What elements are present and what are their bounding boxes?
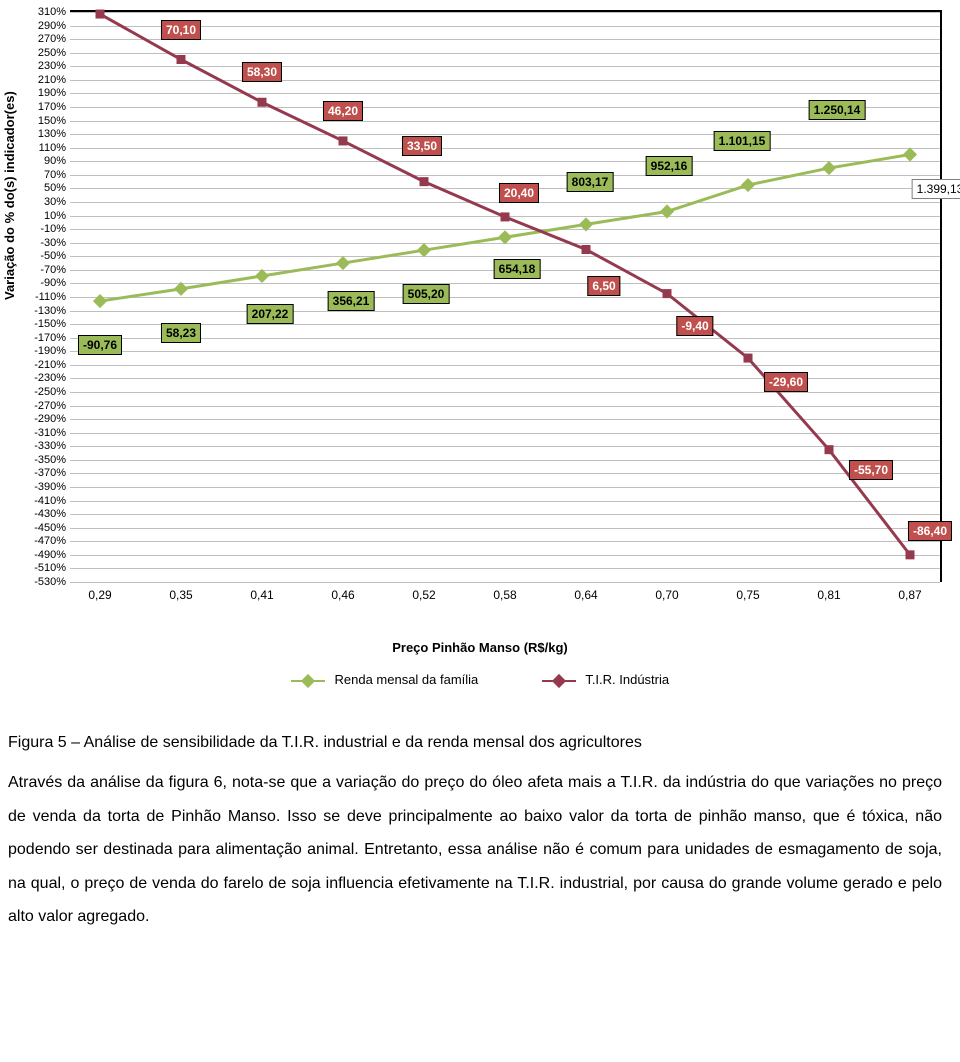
legend-marker-red <box>542 680 576 682</box>
y-tick: -390% <box>34 481 66 493</box>
data-label: 356,21 <box>328 291 375 311</box>
y-tick: -130% <box>34 305 66 317</box>
data-label: 1.399,13 <box>912 179 960 199</box>
legend-label: Renda mensal da família <box>334 672 478 687</box>
chart-legend: Renda mensal da família T.I.R. Indústria <box>0 672 960 687</box>
x-tick: 0,87 <box>898 588 921 602</box>
x-tick: 0,46 <box>331 588 354 602</box>
y-tick: 250% <box>38 47 66 59</box>
y-tick: -490% <box>34 549 66 561</box>
y-tick: -450% <box>34 522 66 534</box>
data-label: -29,60 <box>764 372 808 392</box>
x-tick: 0,41 <box>250 588 273 602</box>
body-paragraph: Através da análise da figura 6, nota-se … <box>8 766 942 934</box>
data-label: 20,40 <box>499 183 539 203</box>
data-label: 1.250,14 <box>809 100 866 120</box>
x-axis-title: Preço Pinhão Manso (R$/kg) <box>0 640 960 655</box>
sensitivity-chart: Variação do % do(s) indicador(es) 310%29… <box>0 0 960 720</box>
y-tick: 310% <box>38 6 66 18</box>
y-tick: 230% <box>38 60 66 72</box>
x-tick: 0,64 <box>574 588 597 602</box>
data-label: 33,50 <box>402 136 442 156</box>
x-tick: 0,58 <box>493 588 516 602</box>
y-tick: 290% <box>38 20 66 32</box>
y-tick: -370% <box>34 467 66 479</box>
data-label: 654,18 <box>494 259 541 279</box>
y-tick: -70% <box>40 264 66 276</box>
y-tick: -210% <box>34 359 66 371</box>
legend-marker-green <box>291 680 325 682</box>
y-tick: -470% <box>34 535 66 547</box>
x-tick: 0,35 <box>169 588 192 602</box>
y-tick: -90% <box>40 277 66 289</box>
data-label: -9,40 <box>676 316 713 336</box>
data-label: -90,76 <box>78 335 122 355</box>
y-tick: 50% <box>44 182 66 194</box>
data-label: 207,22 <box>247 304 294 324</box>
x-tick: 0,75 <box>736 588 759 602</box>
y-tick: -190% <box>34 345 66 357</box>
y-tick: 110% <box>39 142 66 154</box>
y-tick: -430% <box>34 508 66 520</box>
y-axis-title: Variação do % do(s) indicador(es) <box>2 91 17 300</box>
data-label: 505,20 <box>403 284 450 304</box>
y-tick: 210% <box>38 74 66 86</box>
y-tick: -270% <box>34 400 66 412</box>
legend-item-tir: T.I.R. Indústria <box>542 672 669 687</box>
x-tick: 0,29 <box>88 588 111 602</box>
y-tick: -10% <box>40 223 66 235</box>
y-tick: 170% <box>38 101 66 113</box>
y-tick: -110% <box>35 291 66 303</box>
data-label: 6,50 <box>587 276 620 296</box>
y-tick: 30% <box>44 196 66 208</box>
data-label: 58,30 <box>242 62 282 82</box>
legend-label: T.I.R. Indústria <box>585 672 669 687</box>
data-label: 58,23 <box>161 323 201 343</box>
y-tick: -330% <box>34 440 66 452</box>
chart-lines <box>70 12 940 582</box>
y-tick: -510% <box>34 562 66 574</box>
y-tick: -250% <box>34 386 66 398</box>
y-tick: 90% <box>44 155 66 167</box>
y-tick: 150% <box>38 115 66 127</box>
y-tick: 10% <box>44 210 66 222</box>
data-label: -86,40 <box>908 521 952 541</box>
data-label: 803,17 <box>567 172 614 192</box>
y-tick: -310% <box>34 427 66 439</box>
x-tick: 0,52 <box>412 588 435 602</box>
data-label: -55,70 <box>849 460 893 480</box>
data-label: 952,16 <box>646 156 693 176</box>
y-tick: -410% <box>34 495 66 507</box>
y-tick: -50% <box>40 250 66 262</box>
data-label: 70,10 <box>161 20 201 40</box>
y-tick: 190% <box>38 87 66 99</box>
y-tick: -350% <box>34 454 66 466</box>
data-label: 1.101,15 <box>714 131 771 151</box>
y-tick: 270% <box>38 33 66 45</box>
y-tick: 70% <box>44 169 66 181</box>
figure-caption: Figura 5 – Análise de sensibilidade da T… <box>8 734 942 752</box>
x-tick: 0,70 <box>655 588 678 602</box>
y-tick: -230% <box>34 372 66 384</box>
y-tick: -150% <box>34 318 66 330</box>
y-tick: -30% <box>40 237 66 249</box>
legend-item-renda: Renda mensal da família <box>291 672 478 687</box>
y-tick: 130% <box>38 128 66 140</box>
y-tick: -170% <box>34 332 66 344</box>
data-label: 46,20 <box>323 101 363 121</box>
x-tick: 0,81 <box>817 588 840 602</box>
y-tick: -530% <box>34 576 66 588</box>
plot-area: 310%290%270%250%230%210%190%170%150%130%… <box>70 10 942 582</box>
y-tick: -290% <box>34 413 66 425</box>
